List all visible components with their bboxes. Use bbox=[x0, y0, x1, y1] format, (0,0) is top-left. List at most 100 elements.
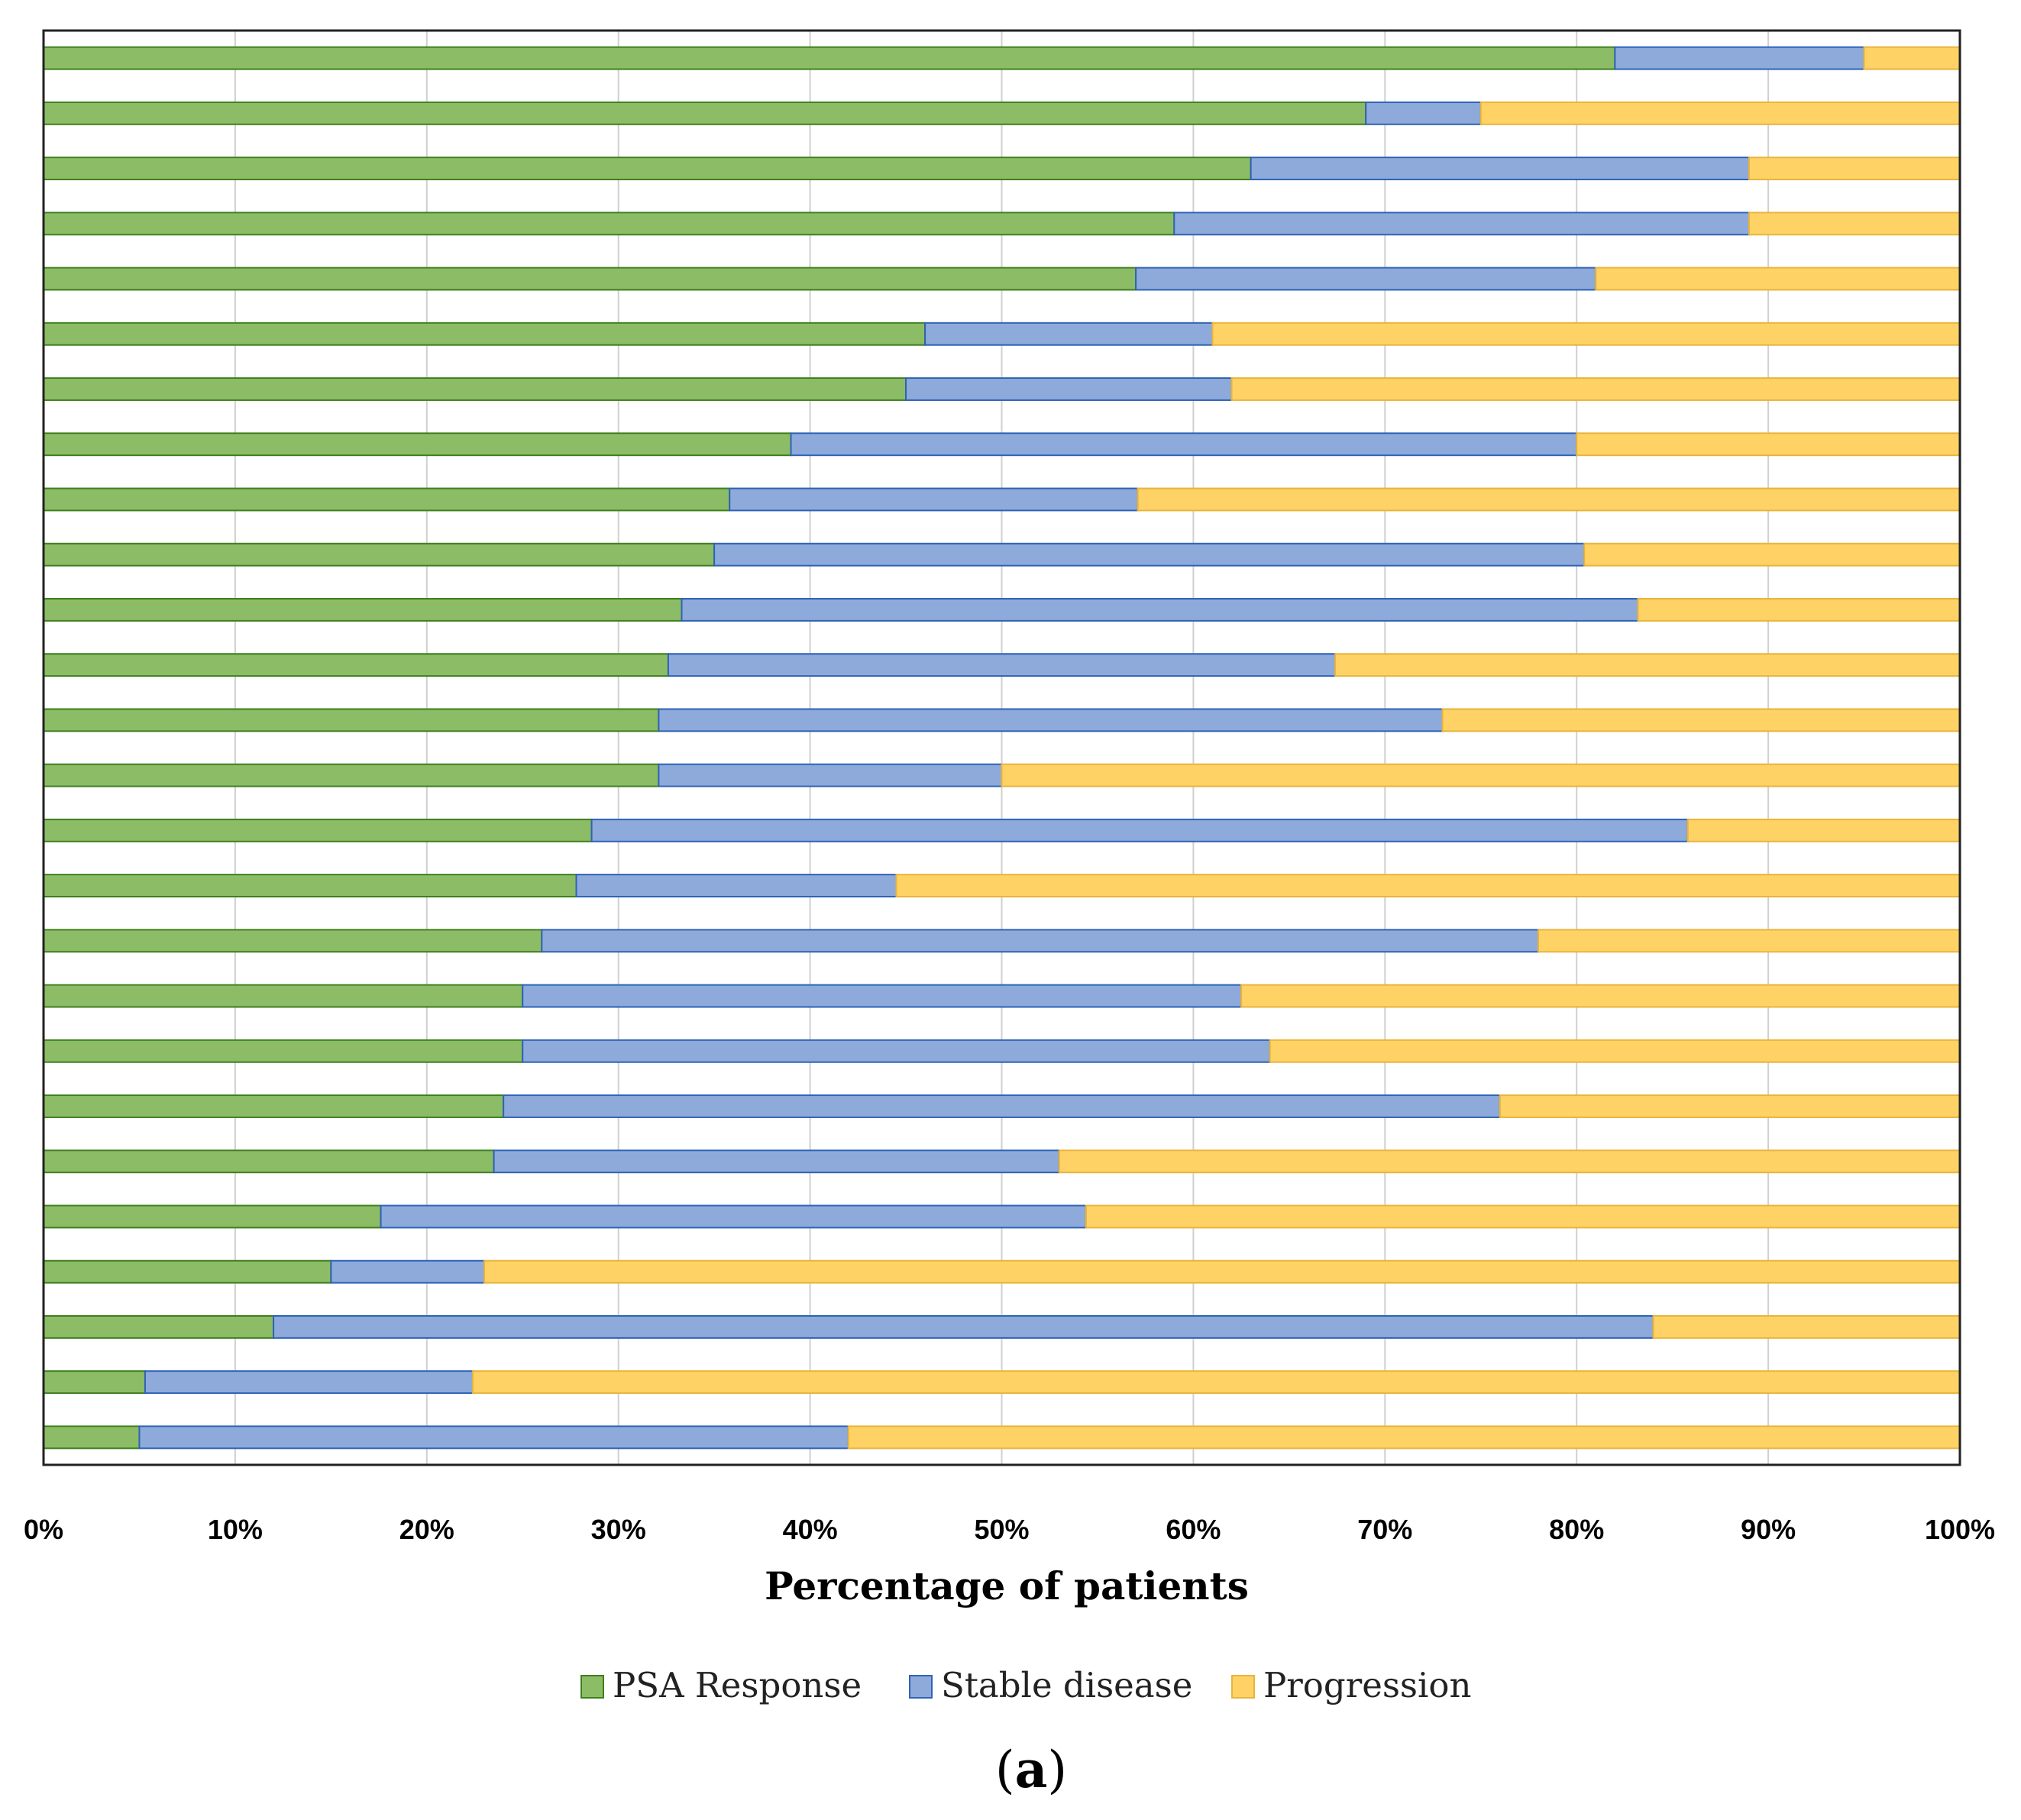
bar-stable-disease bbox=[522, 1039, 1271, 1063]
bar-psa-response bbox=[43, 653, 669, 677]
bar-progression bbox=[1085, 1204, 1961, 1229]
bar-progression bbox=[472, 1370, 1961, 1395]
bar-progression bbox=[1269, 1039, 1961, 1063]
bar-psa-response bbox=[43, 46, 1616, 70]
bar-progression bbox=[1748, 212, 1961, 236]
bar-stable-disease bbox=[541, 929, 1540, 953]
bar-psa-response bbox=[43, 708, 660, 732]
bar-stable-disease bbox=[1614, 46, 1865, 70]
bar-progression bbox=[1479, 101, 1961, 125]
x-tick-label: 70% bbox=[1357, 1514, 1412, 1545]
bar-stable-disease bbox=[380, 1204, 1087, 1229]
bar-psa-response bbox=[43, 1259, 332, 1284]
bar-progression bbox=[1652, 1314, 1961, 1339]
bar-stable-disease bbox=[667, 653, 1337, 677]
bar-progression bbox=[847, 1425, 1961, 1450]
x-tick-label: 0% bbox=[24, 1514, 63, 1545]
bars bbox=[43, 46, 1961, 1450]
bar-stable-disease bbox=[503, 1094, 1501, 1118]
bar-stable-disease bbox=[1250, 157, 1751, 181]
bar-stable-disease bbox=[575, 874, 897, 898]
bar-stable-disease bbox=[590, 818, 1689, 842]
bar-stable-disease bbox=[790, 432, 1578, 457]
bar-progression bbox=[1211, 322, 1961, 346]
bar-psa-response bbox=[43, 818, 593, 842]
bar-stable-disease bbox=[1135, 267, 1597, 291]
bar-psa-response bbox=[43, 763, 660, 787]
bar-stable-disease bbox=[138, 1425, 849, 1450]
bar-psa-response bbox=[43, 874, 577, 898]
x-tick-label: 40% bbox=[783, 1514, 838, 1545]
bar-stable-disease bbox=[713, 542, 1586, 567]
bar-psa-response bbox=[43, 929, 543, 953]
figure-caption: (a) bbox=[995, 1740, 1067, 1799]
bar-stable-disease bbox=[924, 322, 1214, 346]
x-tick-label: 80% bbox=[1549, 1514, 1604, 1545]
bar-psa-response bbox=[43, 377, 907, 401]
bar-psa-response bbox=[43, 267, 1137, 291]
bar-progression bbox=[1499, 1094, 1961, 1118]
legend: PSA Response Stable disease Progression bbox=[580, 1665, 1471, 1705]
bar-progression bbox=[1576, 432, 1961, 457]
bar-progression bbox=[483, 1259, 1961, 1284]
x-tick-label: 20% bbox=[399, 1514, 454, 1545]
bar-psa-response bbox=[43, 487, 731, 512]
bar-progression bbox=[1441, 708, 1961, 732]
bar-progression bbox=[1863, 46, 1961, 70]
bar-stable-disease bbox=[1173, 212, 1751, 236]
legend-swatch-psa-response bbox=[580, 1675, 604, 1699]
bar-progression bbox=[1137, 487, 1961, 512]
x-tick-label: 10% bbox=[208, 1514, 263, 1545]
bar-psa-response bbox=[43, 597, 683, 622]
legend-label-stable-disease: Stable disease bbox=[941, 1665, 1192, 1705]
bar-stable-disease bbox=[729, 487, 1139, 512]
bar-psa-response bbox=[43, 984, 524, 1008]
bar-stable-disease bbox=[1365, 101, 1482, 125]
bar-progression bbox=[1637, 597, 1961, 622]
bar-stable-disease bbox=[681, 597, 1639, 622]
bar-psa-response bbox=[43, 212, 1175, 236]
bar-progression bbox=[1748, 157, 1961, 181]
legend-swatch-progression bbox=[1231, 1675, 1255, 1699]
legend-label-progression: Progression bbox=[1263, 1665, 1471, 1705]
legend-swatch-stable-disease bbox=[909, 1675, 933, 1699]
bar-psa-response bbox=[43, 1314, 275, 1339]
x-tick-label: 50% bbox=[974, 1514, 1029, 1545]
bar-psa-response bbox=[43, 1149, 495, 1174]
bar-progression bbox=[895, 874, 1961, 898]
bar-psa-response bbox=[43, 1370, 146, 1395]
x-tick-label: 90% bbox=[1741, 1514, 1796, 1545]
bar-psa-response bbox=[43, 1425, 141, 1450]
bar-psa-response bbox=[43, 1039, 524, 1063]
bar-psa-response bbox=[43, 1094, 505, 1118]
bar-stable-disease bbox=[522, 984, 1243, 1008]
bar-stable-disease bbox=[658, 763, 1003, 787]
x-tick-label: 100% bbox=[1925, 1514, 1995, 1545]
bar-progression bbox=[1595, 267, 1961, 291]
bar-progression bbox=[1230, 377, 1961, 401]
bar-stable-disease bbox=[330, 1259, 486, 1284]
bar-progression bbox=[1583, 542, 1961, 567]
x-axis-ticks: 0% 10% 20% 30% 40% 50% 60% 70% 80% 90% 100% bbox=[24, 1514, 1995, 1545]
x-axis-title: Percentage of patients bbox=[765, 1563, 1249, 1608]
plot-frame bbox=[42, 29, 1961, 1466]
bar-progression bbox=[1001, 763, 1961, 787]
bar-progression bbox=[1240, 984, 1961, 1008]
bar-progression bbox=[1334, 653, 1961, 677]
bar-progression bbox=[1058, 1149, 1961, 1174]
bar-psa-response bbox=[43, 1204, 382, 1229]
bar-psa-response bbox=[43, 101, 1367, 125]
bar-psa-response bbox=[43, 432, 792, 457]
x-tick-label: 60% bbox=[1166, 1514, 1221, 1545]
legend-label-psa-response: PSA Response bbox=[613, 1665, 862, 1705]
bar-stable-disease bbox=[273, 1314, 1654, 1339]
bar-psa-response bbox=[43, 322, 926, 346]
bar-progression bbox=[1686, 818, 1961, 842]
bar-progression bbox=[1538, 929, 1961, 953]
bar-stable-disease bbox=[144, 1370, 474, 1395]
bar-stable-disease bbox=[658, 708, 1444, 732]
bar-psa-response bbox=[43, 157, 1252, 181]
bar-stable-disease bbox=[493, 1149, 1060, 1174]
